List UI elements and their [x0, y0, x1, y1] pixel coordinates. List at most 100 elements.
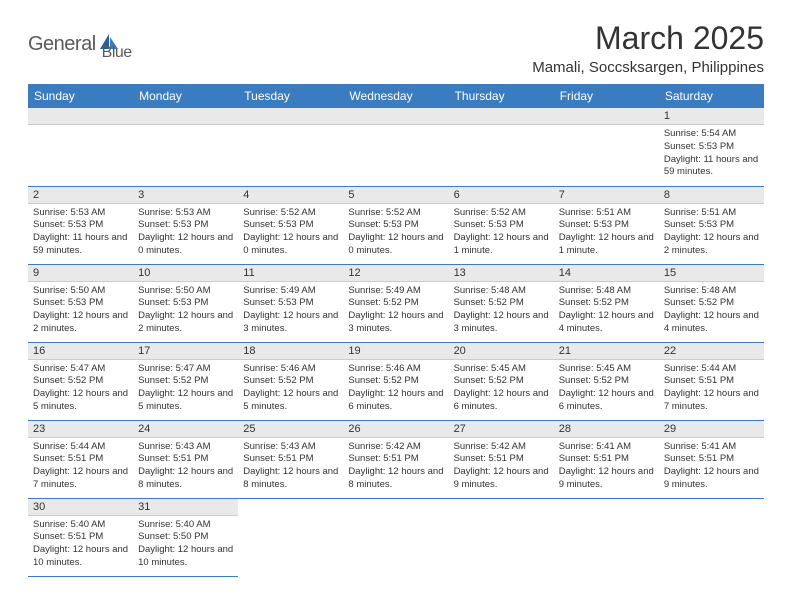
sunrise-text: Sunrise: 5:42 AM	[348, 441, 443, 454]
empty-daynum-strip	[28, 108, 133, 125]
daylight-text: Daylight: 12 hours and 9 minutes.	[559, 466, 654, 492]
calendar-cell: 3Sunrise: 5:53 AMSunset: 5:53 PMDaylight…	[133, 186, 238, 264]
day-number: 16	[28, 343, 133, 360]
calendar-cell: 20Sunrise: 5:45 AMSunset: 5:52 PMDayligh…	[449, 342, 554, 420]
day-details: Sunrise: 5:43 AMSunset: 5:51 PMDaylight:…	[238, 438, 343, 496]
day-number: 5	[343, 187, 448, 204]
calendar-cell: 10Sunrise: 5:50 AMSunset: 5:53 PMDayligh…	[133, 264, 238, 342]
day-number: 17	[133, 343, 238, 360]
day-number: 26	[343, 421, 448, 438]
daylight-text: Daylight: 12 hours and 4 minutes.	[559, 310, 654, 336]
calendar-week-row: 9Sunrise: 5:50 AMSunset: 5:53 PMDaylight…	[28, 264, 764, 342]
sunset-text: Sunset: 5:52 PM	[243, 375, 338, 388]
calendar-cell: 9Sunrise: 5:50 AMSunset: 5:53 PMDaylight…	[28, 264, 133, 342]
sunrise-text: Sunrise: 5:45 AM	[559, 363, 654, 376]
calendar-cell: 1Sunrise: 5:54 AMSunset: 5:53 PMDaylight…	[659, 108, 764, 186]
sunrise-text: Sunrise: 5:43 AM	[138, 441, 233, 454]
day-details: Sunrise: 5:46 AMSunset: 5:52 PMDaylight:…	[343, 360, 448, 418]
sunset-text: Sunset: 5:53 PM	[243, 297, 338, 310]
sunrise-text: Sunrise: 5:53 AM	[138, 207, 233, 220]
daylight-text: Daylight: 12 hours and 2 minutes.	[664, 232, 759, 258]
calendar-week-row: 1Sunrise: 5:54 AMSunset: 5:53 PMDaylight…	[28, 108, 764, 186]
brand-name-2: Blue	[102, 44, 132, 62]
day-number: 9	[28, 265, 133, 282]
sunset-text: Sunset: 5:53 PM	[138, 297, 233, 310]
sunset-text: Sunset: 5:51 PM	[454, 453, 549, 466]
day-details: Sunrise: 5:44 AMSunset: 5:51 PMDaylight:…	[28, 438, 133, 496]
day-number: 25	[238, 421, 343, 438]
day-details: Sunrise: 5:49 AMSunset: 5:52 PMDaylight:…	[343, 282, 448, 340]
daylight-text: Daylight: 12 hours and 8 minutes.	[243, 466, 338, 492]
page-header: General Blue March 2025 Mamali, Soccsksa…	[28, 20, 764, 76]
sunset-text: Sunset: 5:52 PM	[664, 297, 759, 310]
sunset-text: Sunset: 5:53 PM	[243, 219, 338, 232]
daylight-text: Daylight: 12 hours and 6 minutes.	[454, 388, 549, 414]
calendar-cell	[554, 108, 659, 186]
sunset-text: Sunset: 5:53 PM	[664, 219, 759, 232]
calendar-week-row: 23Sunrise: 5:44 AMSunset: 5:51 PMDayligh…	[28, 420, 764, 498]
day-details: Sunrise: 5:50 AMSunset: 5:53 PMDaylight:…	[28, 282, 133, 340]
weekday-header: Monday	[133, 84, 238, 108]
calendar-cell: 16Sunrise: 5:47 AMSunset: 5:52 PMDayligh…	[28, 342, 133, 420]
daylight-text: Daylight: 11 hours and 59 minutes.	[664, 154, 759, 180]
daylight-text: Daylight: 12 hours and 0 minutes.	[138, 232, 233, 258]
sunset-text: Sunset: 5:53 PM	[348, 219, 443, 232]
calendar-cell: 8Sunrise: 5:51 AMSunset: 5:53 PMDaylight…	[659, 186, 764, 264]
day-details: Sunrise: 5:54 AMSunset: 5:53 PMDaylight:…	[659, 125, 764, 183]
calendar-cell: 11Sunrise: 5:49 AMSunset: 5:53 PMDayligh…	[238, 264, 343, 342]
weekday-header: Wednesday	[343, 84, 448, 108]
sunrise-text: Sunrise: 5:49 AM	[348, 285, 443, 298]
daylight-text: Daylight: 12 hours and 9 minutes.	[664, 466, 759, 492]
daylight-text: Daylight: 12 hours and 8 minutes.	[138, 466, 233, 492]
sunset-text: Sunset: 5:52 PM	[138, 375, 233, 388]
weekday-header: Friday	[554, 84, 659, 108]
calendar-cell: 15Sunrise: 5:48 AMSunset: 5:52 PMDayligh…	[659, 264, 764, 342]
sunset-text: Sunset: 5:51 PM	[664, 375, 759, 388]
weekday-header: Sunday	[28, 84, 133, 108]
daylight-text: Daylight: 12 hours and 3 minutes.	[243, 310, 338, 336]
day-details: Sunrise: 5:47 AMSunset: 5:52 PMDaylight:…	[28, 360, 133, 418]
calendar-cell	[449, 108, 554, 186]
sunset-text: Sunset: 5:53 PM	[559, 219, 654, 232]
daylight-text: Daylight: 12 hours and 4 minutes.	[664, 310, 759, 336]
sunset-text: Sunset: 5:51 PM	[138, 453, 233, 466]
day-number: 15	[659, 265, 764, 282]
daylight-text: Daylight: 11 hours and 59 minutes.	[33, 232, 128, 258]
daylight-text: Daylight: 12 hours and 5 minutes.	[138, 388, 233, 414]
day-details: Sunrise: 5:45 AMSunset: 5:52 PMDaylight:…	[449, 360, 554, 418]
day-number: 2	[28, 187, 133, 204]
day-number: 20	[449, 343, 554, 360]
daylight-text: Daylight: 12 hours and 3 minutes.	[454, 310, 549, 336]
calendar-cell	[28, 108, 133, 186]
daylight-text: Daylight: 12 hours and 1 minute.	[454, 232, 549, 258]
calendar-cell: 31Sunrise: 5:40 AMSunset: 5:50 PMDayligh…	[133, 498, 238, 576]
calendar-cell: 24Sunrise: 5:43 AMSunset: 5:51 PMDayligh…	[133, 420, 238, 498]
sunrise-text: Sunrise: 5:51 AM	[559, 207, 654, 220]
calendar-cell: 6Sunrise: 5:52 AMSunset: 5:53 PMDaylight…	[449, 186, 554, 264]
day-number: 31	[133, 499, 238, 516]
day-details: Sunrise: 5:51 AMSunset: 5:53 PMDaylight:…	[659, 204, 764, 262]
calendar-cell: 5Sunrise: 5:52 AMSunset: 5:53 PMDaylight…	[343, 186, 448, 264]
daylight-text: Daylight: 12 hours and 7 minutes.	[664, 388, 759, 414]
daylight-text: Daylight: 12 hours and 6 minutes.	[559, 388, 654, 414]
daylight-text: Daylight: 12 hours and 9 minutes.	[454, 466, 549, 492]
sunset-text: Sunset: 5:52 PM	[348, 297, 443, 310]
day-number: 23	[28, 421, 133, 438]
weekday-header: Saturday	[659, 84, 764, 108]
calendar-table: Sunday Monday Tuesday Wednesday Thursday…	[28, 84, 764, 577]
calendar-cell: 4Sunrise: 5:52 AMSunset: 5:53 PMDaylight…	[238, 186, 343, 264]
sunrise-text: Sunrise: 5:44 AM	[664, 363, 759, 376]
daylight-text: Daylight: 12 hours and 8 minutes.	[348, 466, 443, 492]
calendar-cell: 7Sunrise: 5:51 AMSunset: 5:53 PMDaylight…	[554, 186, 659, 264]
daylight-text: Daylight: 12 hours and 0 minutes.	[348, 232, 443, 258]
sunrise-text: Sunrise: 5:50 AM	[33, 285, 128, 298]
day-details: Sunrise: 5:52 AMSunset: 5:53 PMDaylight:…	[238, 204, 343, 262]
calendar-cell	[659, 498, 764, 576]
sunrise-text: Sunrise: 5:42 AM	[454, 441, 549, 454]
day-details: Sunrise: 5:43 AMSunset: 5:51 PMDaylight:…	[133, 438, 238, 496]
calendar-cell: 18Sunrise: 5:46 AMSunset: 5:52 PMDayligh…	[238, 342, 343, 420]
sunrise-text: Sunrise: 5:48 AM	[454, 285, 549, 298]
calendar-cell: 25Sunrise: 5:43 AMSunset: 5:51 PMDayligh…	[238, 420, 343, 498]
day-details: Sunrise: 5:42 AMSunset: 5:51 PMDaylight:…	[343, 438, 448, 496]
day-number: 22	[659, 343, 764, 360]
